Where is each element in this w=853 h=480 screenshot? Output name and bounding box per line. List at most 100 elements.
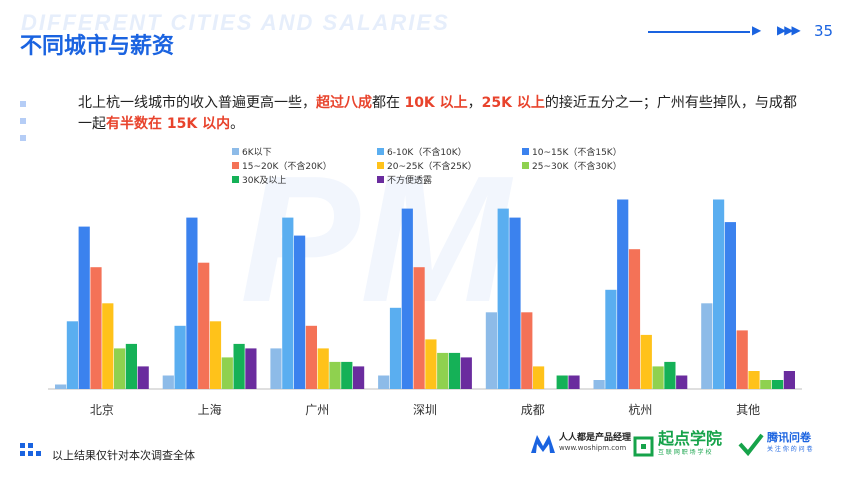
summary-highlight: 25K 以上 [481,95,545,111]
footer-note: 以上结果仅针对本次调查全体 [52,449,195,462]
bar [270,348,282,389]
bar [125,343,137,389]
legend-item: 不方便透露 [377,173,432,186]
summary-part: ， [467,95,482,111]
summary-highlight: 10K 以上 [404,95,468,111]
bar [676,375,688,389]
bar [162,375,174,389]
legend-label: 10~15K（不含15K） [532,148,622,158]
legend-swatch [522,148,529,155]
bar [78,226,90,389]
legend-label: 不方便透露 [387,176,433,186]
bar [772,380,784,389]
bar [701,303,713,389]
legend-label: 25~30K（不含30K） [532,162,622,172]
woshipm-logo: 人人都是产品经理 www.woshipm.com [530,432,631,454]
bar [137,366,149,389]
bar [437,352,449,389]
summary-highlight: 超过八成 [316,95,372,111]
page-title: 不同城市与薪资 [20,34,175,59]
bar [198,262,210,389]
legend-swatch [232,162,239,169]
legend-item: 20~25K（不含25K） [377,159,477,172]
legend-swatch [522,162,529,169]
bar [90,267,102,389]
bar [713,199,725,389]
bar [783,371,795,389]
bar [413,267,425,389]
x-tick-label: 上海 [198,402,222,417]
summary-part: 北上杭一线城市的收入普遍更高一些， [78,95,316,111]
bar [509,217,521,389]
footer-square [20,443,25,448]
decor-square [20,118,26,124]
bar [760,380,772,389]
legend-item: 30K及以上 [232,173,286,186]
bar [102,303,114,389]
legend-item: 6-10K（不含10K） [377,145,467,158]
footer-square [28,443,33,448]
bar [389,307,402,389]
bar [341,361,353,389]
legend-item: 15~20K（不含20K） [232,159,332,172]
x-tick-label: 成都 [521,403,545,417]
bar [233,343,245,389]
x-tick-label: 杭州 [628,402,652,417]
woshipm-name: 人人都是产品经理 [559,433,632,443]
legend-swatch [377,148,384,155]
bar [640,334,652,389]
footer-square [28,451,33,456]
tencent-wj-name: 腾讯问卷 [767,431,811,444]
x-tick-label: 广州 [305,403,329,417]
bar [329,361,341,389]
bar [282,217,294,389]
summary-part: 都在 [372,95,405,111]
bar [521,312,533,389]
bar [245,348,257,389]
qidian-logo: 起点学院 互 联 网 职 场 学 校 [633,431,722,460]
qidian-sub: 互 联 网 职 场 学 校 [658,449,712,456]
bar [174,325,186,389]
legend-label: 30K及以上 [242,176,287,186]
woshipm-logo-icon [531,435,555,453]
decor-square [20,101,26,107]
x-tick-label: 北京 [90,403,114,417]
bar [724,222,736,389]
bar [378,375,390,389]
legend-label: 6K以下 [242,148,272,158]
bar [664,361,676,389]
bar [353,366,365,389]
bar [748,371,760,389]
legend-swatch [377,162,384,169]
tencent-wj-sub: 关 注 你 的 问 卷 [767,446,813,453]
woshipm-url: www.woshipm.com [559,444,627,452]
bar [593,380,605,389]
footer-square [36,451,41,456]
bar [628,249,641,389]
bar [221,357,233,389]
bar [425,339,437,389]
legend-item: 10~15K（不含15K） [522,145,622,158]
bar [294,235,306,389]
legend-label: 6-10K（不含10K） [387,148,467,158]
bar [617,199,629,389]
bar [305,325,317,389]
x-tick-label: 深圳 [413,403,437,417]
bar [460,357,472,389]
bar [605,289,617,389]
bar [556,375,568,389]
legend-swatch [232,176,239,183]
check-icon [738,433,764,456]
bar [66,321,78,389]
summary-part: 的接近五分之一；广州有些掉队，与成都一起 [78,95,797,132]
legend-label: 15~20K（不含20K） [242,162,332,172]
bar [485,312,497,389]
summary-highlight: 有半数在 15K 以内 [106,116,231,132]
tencent-wj-logo: 腾讯问卷 关 注 你 的 问 卷 [738,432,813,456]
header-watermark: DIFFERENT CITIES AND SALARIES [21,10,450,35]
arrow-right-icon: ▶ [752,23,762,37]
page-number: 35 [814,22,834,40]
bar [448,352,461,389]
bar [186,217,198,389]
